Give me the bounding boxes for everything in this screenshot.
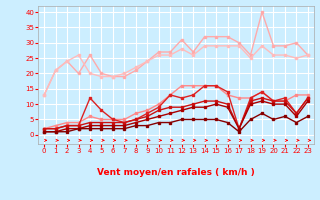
X-axis label: Vent moyen/en rafales ( km/h ): Vent moyen/en rafales ( km/h ) <box>97 168 255 177</box>
